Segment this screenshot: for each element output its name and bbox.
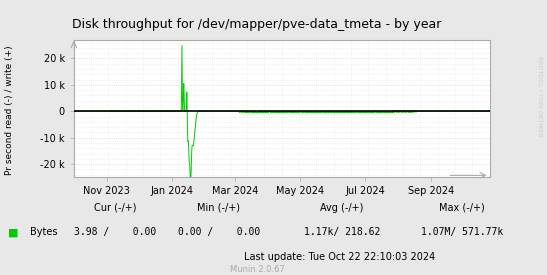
Text: RRDTOOL / TOBI OETIKER: RRDTOOL / TOBI OETIKER <box>538 56 543 137</box>
Text: 3.98 /    0.00: 3.98 / 0.00 <box>74 227 156 237</box>
Text: Cur (-/+): Cur (-/+) <box>94 203 136 213</box>
Text: 1.07M/ 571.77k: 1.07M/ 571.77k <box>421 227 503 237</box>
Text: Avg (-/+): Avg (-/+) <box>320 203 364 213</box>
Text: 1.17k/ 218.62: 1.17k/ 218.62 <box>304 227 380 237</box>
Text: 0.00 /    0.00: 0.00 / 0.00 <box>178 227 260 237</box>
Text: ■: ■ <box>8 227 19 237</box>
Text: Last update: Tue Oct 22 22:10:03 2024: Last update: Tue Oct 22 22:10:03 2024 <box>243 252 435 262</box>
Text: Min (-/+): Min (-/+) <box>197 203 240 213</box>
Text: Max (-/+): Max (-/+) <box>439 203 485 213</box>
Text: Munin 2.0.67: Munin 2.0.67 <box>230 265 284 274</box>
Text: Pr second read (-) / write (+): Pr second read (-) / write (+) <box>5 45 14 175</box>
Text: Bytes: Bytes <box>30 227 57 237</box>
Text: Disk throughput for /dev/mapper/pve-data_tmeta - by year: Disk throughput for /dev/mapper/pve-data… <box>72 18 442 31</box>
